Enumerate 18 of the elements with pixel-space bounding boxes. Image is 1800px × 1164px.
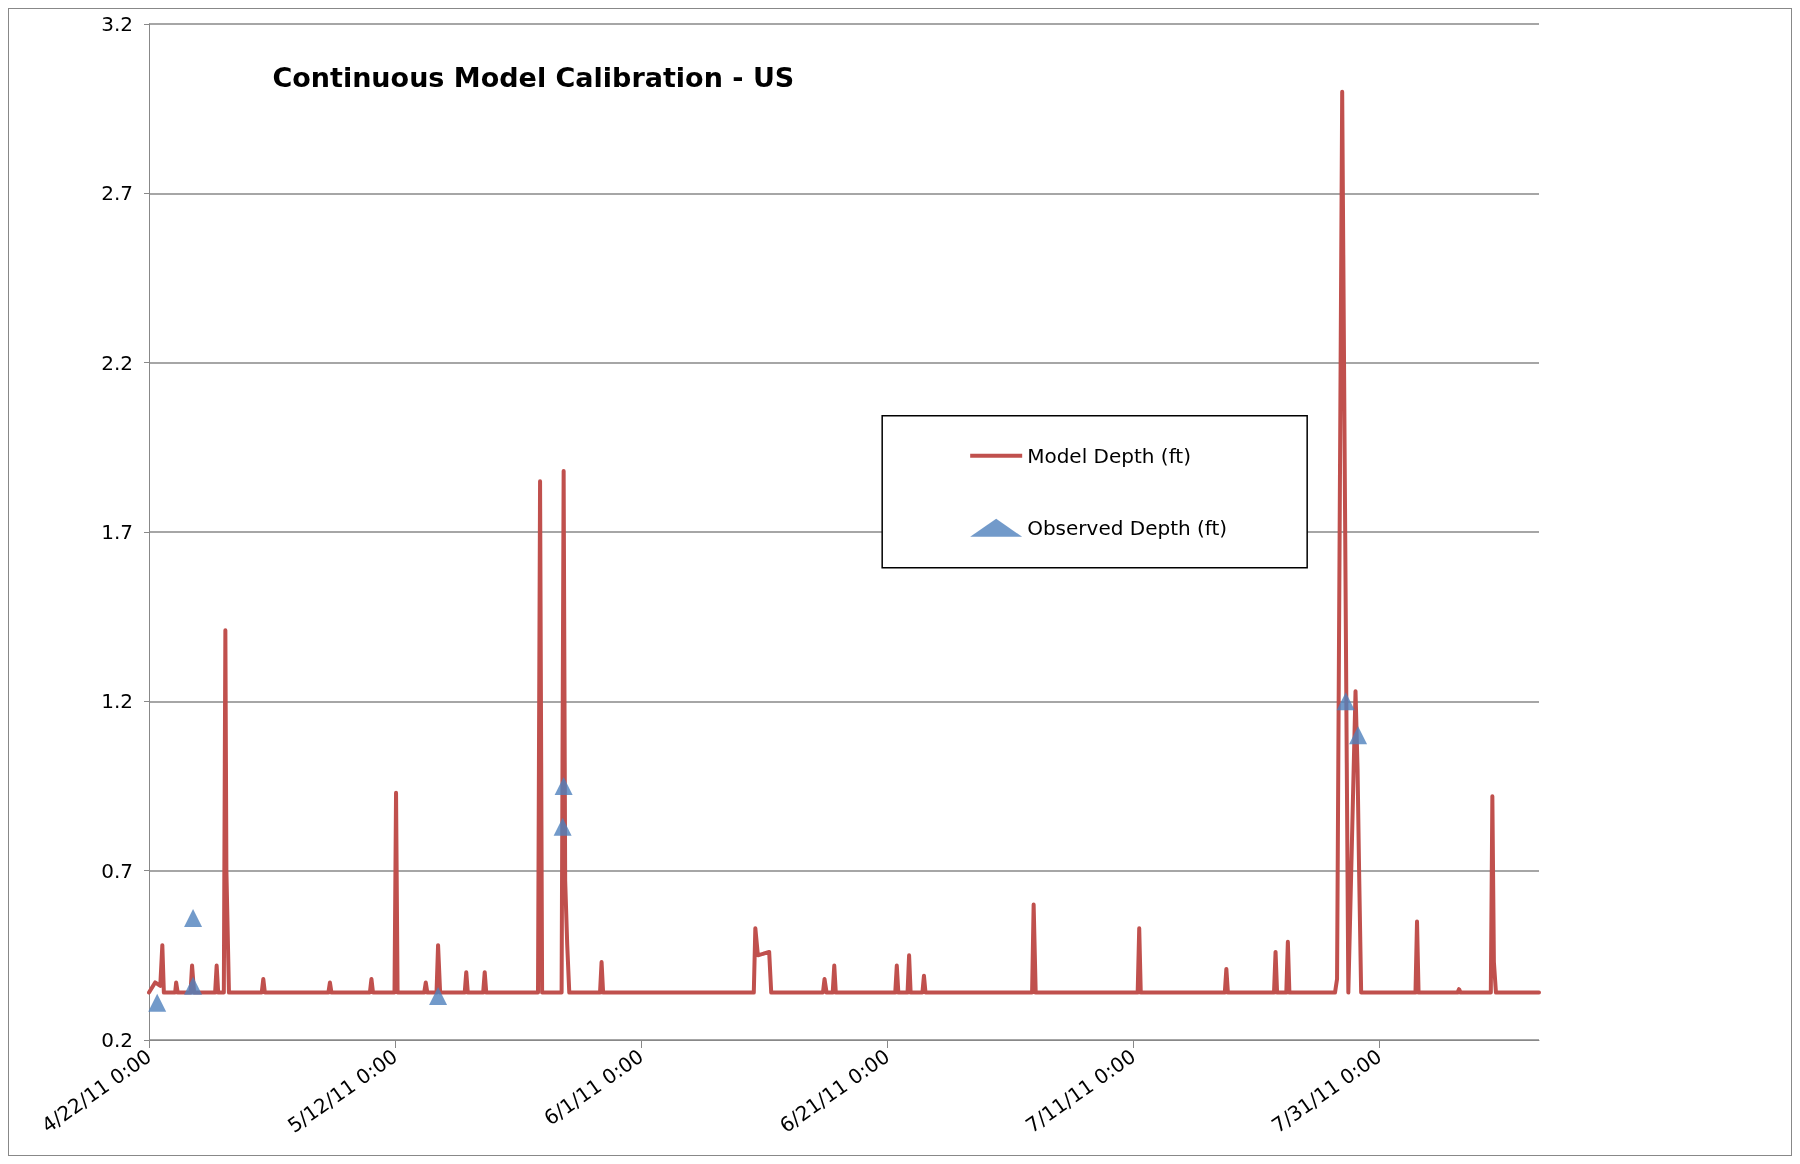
y-tick-label: 2.2 (101, 350, 133, 375)
point (184, 976, 203, 995)
point (1336, 692, 1355, 711)
point (554, 777, 573, 795)
point (184, 909, 203, 928)
y-tick-label: 1.7 (101, 520, 133, 544)
y-tick-label: 3.2 (101, 12, 133, 36)
y-tick-label: 1.2 (101, 689, 133, 714)
y-tick-label: 0.7 (101, 858, 133, 883)
point (148, 993, 167, 1012)
point (553, 817, 572, 836)
legend-label: Observed Depth (ft) (1027, 515, 1228, 540)
text: Continuous Model Calibration - US (272, 62, 795, 93)
y-tick-label: 2.7 (101, 181, 133, 206)
legend-label: Model Depth (ft) (1027, 443, 1192, 468)
point (429, 986, 448, 1005)
y-tick-label: 0.2 (101, 1028, 133, 1052)
point (1349, 726, 1368, 745)
